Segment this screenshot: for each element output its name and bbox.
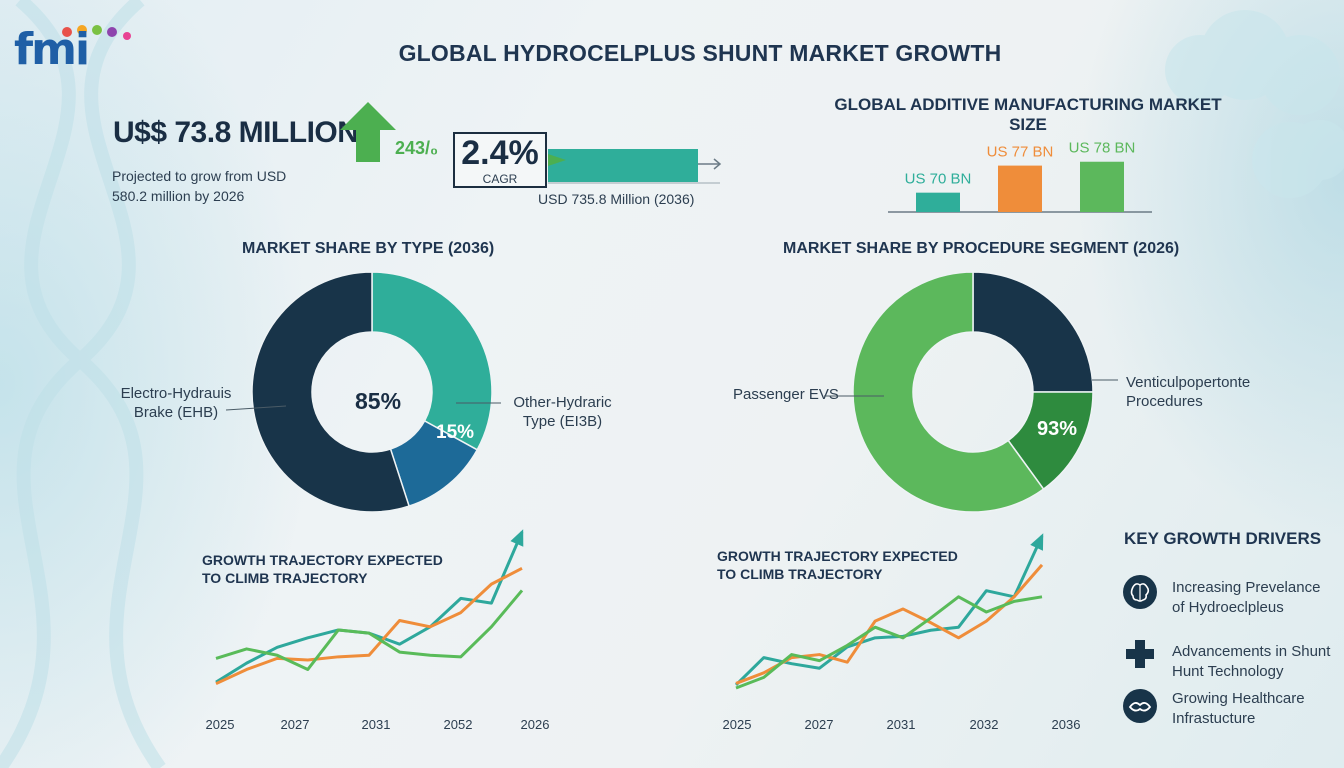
line-chart-1-series-3 <box>215 589 524 671</box>
up-arrow-icon <box>340 102 396 162</box>
line-chart-2-tick-4: 2032 <box>970 717 999 732</box>
logo-text: fmi <box>14 24 90 75</box>
line-chart-1-series-2 <box>215 567 523 686</box>
page-title: GLOBAL HYDROCELPLUS SHUNT MARKET GROWTH <box>398 40 1002 66</box>
line-chart-2-series-2 <box>735 563 1044 685</box>
projection-line-1: Projected to grow from USD <box>112 168 287 184</box>
line-chart-1-tick-3: 2031 <box>362 717 391 732</box>
projection-text: Projected to grow from USD 580.2 million… <box>112 166 322 206</box>
line-chart-2-tick-1: 2025 <box>723 717 752 732</box>
line-chart-2-tick-2: 2027 <box>805 717 834 732</box>
driver-2-text: Advancements in Shunt Hunt Technology <box>1172 642 1330 682</box>
donut-type-title: MARKET SHARE BY TYPE (2036) <box>242 240 495 257</box>
bar-1 <box>916 192 960 212</box>
driver-1-line1: Increasing Prevelance <box>1172 579 1321 596</box>
donut-procedure-slice-1 <box>972 271 1094 393</box>
line-chart-1-arrowhead <box>510 529 524 547</box>
donut-procedure-right-label: Venticulpopertonte Procedures <box>1126 373 1250 411</box>
healthcare-infrastructure-icon <box>1123 689 1157 723</box>
donut-type-left-label-line2: Brake (EHB) <box>133 404 219 421</box>
cagr-box <box>453 132 547 188</box>
cagr-arrow-icon <box>548 154 722 184</box>
driver-3-line1: Growing Healthcare <box>1172 690 1305 707</box>
donut-type-left-label-line1: Electro-Hydrauis <box>120 385 232 402</box>
line-chart-2-series-1 <box>734 535 1044 687</box>
line-chart-2-arrowhead <box>1030 533 1044 551</box>
donut-procedure-right-label-line2: Procedures <box>1126 393 1203 410</box>
donut-type-right-label-line2: Type (EI3B) <box>522 413 603 430</box>
bar-label-1: US 70 BN <box>905 171 972 188</box>
donut-type-slice-1 <box>371 271 493 451</box>
line-chart-1: 2025 2027 2031 2052 2026 <box>206 529 550 732</box>
donut-type-right-label-line1: Other-Hydraric <box>513 394 612 411</box>
bar-label-3: US 78 BN <box>1069 140 1136 157</box>
line-chart-1-tick-1: 2025 <box>206 717 235 732</box>
donut-type-slice-3 <box>251 271 411 513</box>
line-chart-2-tick-5: 2036 <box>1052 717 1081 732</box>
fmi-logo-icon <box>62 25 131 40</box>
donut-type-center-value: 85% <box>355 388 402 414</box>
donut-procedure-left-label: Passenger EVS <box>733 386 839 403</box>
driver-1-line2: of Hydroeclpleus <box>1172 599 1284 616</box>
line-chart-2-title: GROWTH TRAJECTORY EXPECTED TO CLIMB TRAJ… <box>717 548 958 582</box>
donut-type-right-label: Other-Hydraric Type (EI3B) <box>505 393 620 431</box>
cagr-bar <box>548 149 698 182</box>
drivers-title: KEY GROWTH DRIVERS <box>1124 529 1322 548</box>
usd-2036-value: USD 735.8 Million (2036) <box>538 191 695 207</box>
line-chart-2-series-3 <box>735 595 1043 690</box>
cagr-value: 2.4% <box>461 134 539 172</box>
donut-procedure-leader-lines <box>824 379 1118 397</box>
driver-3-line2: Infrastucture <box>1172 710 1256 727</box>
line-chart-1-series-1 <box>215 531 524 684</box>
growth-percent: 243/₀ <box>395 138 439 158</box>
additive-manufacturing-bar-chart: US 70 BN US 77 BN US 78 BN <box>888 140 1152 213</box>
donut-chart-procedure <box>852 271 1094 513</box>
donut-procedure-slice-value: 93% <box>1037 418 1078 440</box>
line-chart-1-tick-2: 2027 <box>281 717 310 732</box>
donut-procedure-title: MARKET SHARE BY PROCEDURE SEGMENT (2026) <box>783 240 1180 257</box>
donut-type-slice-value: 15% <box>436 422 475 443</box>
medical-cross-icon <box>1126 640 1154 668</box>
donut-procedure-slice-3 <box>852 271 1045 513</box>
driver-3-text: Growing Healthcare Infrastucture <box>1172 689 1305 729</box>
line-chart-1-tick-4: 2052 <box>444 717 473 732</box>
line-chart-2-tick-3: 2031 <box>887 717 916 732</box>
bar-label-2: US 77 BN <box>987 144 1054 161</box>
cagr-label: CAGR <box>482 172 518 186</box>
projection-line-2: 580.2 million by 2026 <box>112 188 245 204</box>
driver-2-line2: Hunt Technology <box>1172 663 1284 680</box>
line-chart-1-title: GROWTH TRAJECTORY EXPECTED TO CLIMB TRAJ… <box>202 552 443 586</box>
brain-icon <box>1123 575 1157 609</box>
line-chart-1-tick-5: 2026 <box>521 717 550 732</box>
bar-chart-title: GLOBAL ADDITIVE MANUFACTURING MARKET SIZ… <box>834 95 1222 134</box>
driver-1-text: Increasing Prevelance of Hydroeclpleus <box>1172 578 1320 618</box>
driver-2-line1: Advancements in Shunt <box>1172 643 1331 660</box>
donut-chart-type <box>251 271 493 513</box>
market-value: U$$ 73.8 MILLION <box>113 116 359 149</box>
bar-2 <box>998 165 1042 212</box>
bar-3 <box>1080 161 1124 212</box>
donut-type-left-label: Electro-Hydrauis Brake (EHB) <box>120 384 232 422</box>
donut-procedure-right-label-line1: Venticulpopertonte <box>1126 374 1251 391</box>
donut-type-leader-lines <box>226 402 501 411</box>
line-chart-2: 2025 2027 2031 2032 2036 <box>723 533 1081 732</box>
